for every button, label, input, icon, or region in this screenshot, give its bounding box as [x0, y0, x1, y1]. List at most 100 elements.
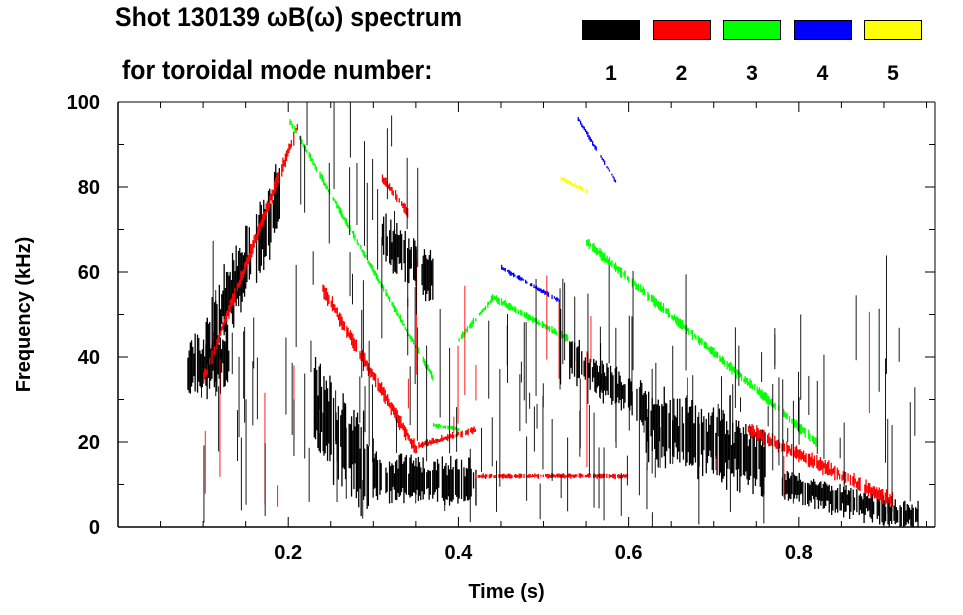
spectral-mark [697, 416, 699, 480]
spectral-mark [612, 175, 614, 178]
spectral-mark [273, 180, 276, 194]
spectral-mark [282, 157, 284, 172]
spectral-mark [294, 126, 296, 133]
noise-streak [800, 314, 802, 400]
spectral-mark [270, 203, 272, 243]
spectral-mark [475, 318, 477, 322]
spectral-mark [388, 461, 391, 504]
spectral-mark [382, 387, 384, 396]
spectral-mark [534, 473, 536, 478]
noise-streak [252, 361, 254, 426]
spectral-mark [609, 474, 612, 477]
noise-streak [366, 182, 368, 260]
noise-streak [203, 445, 205, 523]
spectral-mark [531, 474, 534, 478]
spectral-mark [643, 393, 645, 420]
noise-streak [564, 282, 566, 361]
spectral-mark [235, 245, 237, 307]
spectral-mark [910, 510, 912, 526]
spectral-mark [663, 386, 665, 457]
spectral-mark [666, 403, 668, 452]
noise-streak [774, 328, 776, 370]
spectral-mark [801, 452, 804, 460]
spectral-mark [428, 255, 430, 302]
spectral-mark [711, 412, 713, 470]
spectral-mark [637, 283, 639, 292]
spectral-mark [733, 366, 735, 373]
spectral-mark [746, 433, 748, 480]
spectral-mark [675, 417, 677, 448]
spectral-mark [222, 339, 224, 364]
noise-streak [560, 308, 562, 385]
noise-streak [506, 325, 508, 366]
spectral-mark [611, 372, 613, 405]
spectral-mark [805, 453, 807, 464]
spectral-mark [431, 371, 433, 379]
spectral-mark [352, 334, 354, 349]
noise-streak [646, 462, 648, 510]
spectral-mark [688, 328, 690, 335]
spectral-mark [454, 426, 456, 430]
noise-streak [349, 102, 351, 158]
spectral-mark [383, 285, 385, 292]
spectral-mark [564, 177, 566, 183]
spectral-mark [240, 270, 242, 285]
spectral-mark [829, 469, 831, 475]
spectral-mark [593, 144, 595, 147]
spectral-mark [614, 474, 616, 480]
spectral-mark [889, 506, 892, 521]
spectral-mark [586, 130, 588, 135]
spectral-mark [796, 476, 798, 499]
spectral-mark [199, 350, 201, 387]
spectral-mark [415, 345, 417, 349]
spectral-mark [519, 275, 521, 281]
spectral-mark [510, 271, 512, 276]
spectral-mark [580, 187, 583, 191]
spectral-mark [345, 218, 348, 226]
spectral-mark [408, 473, 410, 495]
spectral-mark [587, 239, 589, 246]
spectral-mark [392, 465, 394, 487]
noise-streak [333, 102, 335, 189]
spectral-mark [774, 435, 776, 447]
noise-streak [475, 364, 477, 401]
spectral-mark [587, 473, 589, 477]
spectral-mark [847, 473, 849, 482]
spectral-mark [827, 486, 829, 501]
spectral-mark [809, 484, 811, 501]
spectral-mark [407, 208, 409, 218]
spectral-mark [275, 177, 277, 192]
spectral-mark [571, 182, 573, 186]
spectral-mark [595, 360, 597, 394]
legend-swatch-3 [723, 20, 781, 40]
spectral-mark [228, 275, 230, 317]
spectral-mark [421, 472, 423, 492]
spectral-mark [602, 473, 604, 479]
spectral-mark [508, 303, 510, 311]
spectral-mark [555, 474, 558, 477]
spectral-mark [218, 344, 220, 379]
spectral-mark [621, 385, 624, 399]
spectral-mark [272, 190, 274, 196]
spectral-mark [538, 287, 540, 292]
spectral-mark [222, 290, 224, 317]
spectral-mark [668, 312, 671, 318]
spectral-mark [611, 260, 613, 268]
noise-streak [787, 428, 789, 442]
noise-streak [646, 408, 648, 471]
spectral-mark [377, 378, 379, 392]
spectral-mark [403, 202, 405, 213]
spectral-mark [369, 263, 372, 268]
spectral-mark [750, 427, 752, 437]
noise-streak [264, 443, 266, 516]
spectral-mark [884, 492, 886, 506]
spectral-mark [764, 391, 767, 402]
spectral-mark [742, 427, 745, 475]
spectral-mark [740, 432, 742, 477]
noise-streak [574, 296, 576, 361]
legend-swatch-1 [582, 20, 640, 40]
noise-streak [798, 371, 799, 432]
spectral-mark [348, 225, 350, 229]
noise-streak [529, 392, 531, 409]
spectral-mark [750, 426, 752, 476]
